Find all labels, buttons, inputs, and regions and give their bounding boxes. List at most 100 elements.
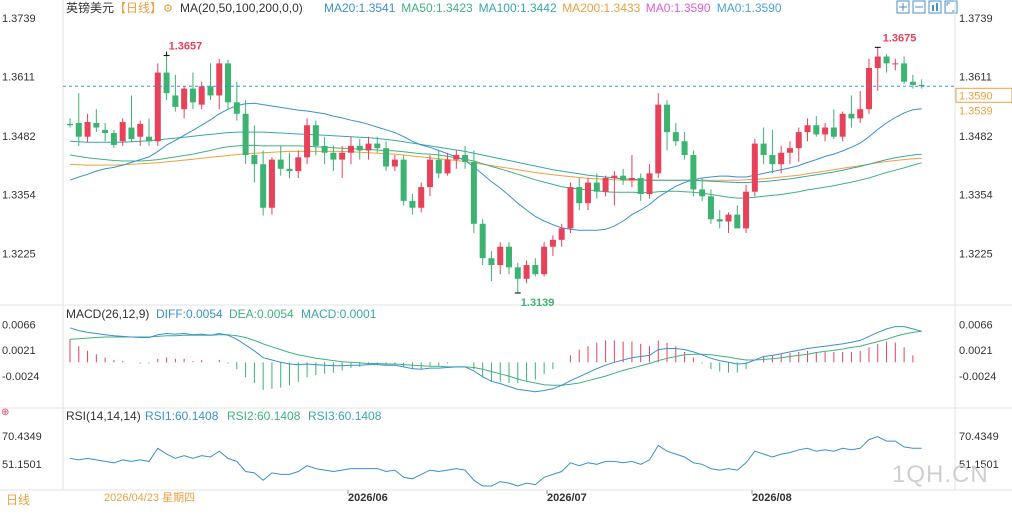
candle	[409, 194, 416, 215]
candle-body	[743, 191, 750, 229]
candle-body	[909, 81, 916, 85]
rsi-header: RSI(14,14,14) RSI1:60.1408 RSI2:60.1408 …	[66, 409, 382, 423]
candle-body	[892, 63, 899, 65]
candle-body	[198, 86, 205, 105]
candle-body	[664, 104, 671, 133]
candle	[716, 210, 723, 229]
price-tick: 1.3482	[959, 131, 993, 143]
candle-body	[839, 113, 846, 137]
price-tick-left: 1.3611	[2, 72, 35, 84]
candle	[225, 59, 232, 110]
candle	[418, 182, 425, 213]
macd-title: MACD(26,12,9)	[66, 307, 149, 321]
candle	[699, 177, 706, 201]
candle	[786, 141, 793, 165]
candle-body	[75, 122, 82, 137]
candle	[909, 74, 916, 89]
candle	[795, 127, 802, 162]
candle	[242, 100, 249, 165]
candle-body	[901, 63, 908, 82]
candle-body	[251, 155, 258, 165]
ma-value-3: MA200:1.3433	[562, 1, 640, 15]
ma50-line	[69, 144, 922, 199]
candle	[277, 145, 284, 176]
time-axis: 日线 2026/04/23 星期四 2026/06 2026/07 2026/08	[0, 490, 792, 509]
period-tab[interactable]	[0, 491, 60, 509]
candle-body	[347, 145, 354, 153]
candle	[760, 127, 767, 165]
zoom-in-icon[interactable]	[896, 0, 910, 14]
candle-body	[128, 127, 135, 139]
price-tick-left: 1.3354	[2, 189, 36, 201]
candle	[901, 56, 908, 84]
candle	[67, 118, 73, 128]
candle	[110, 129, 117, 149]
watermark: 1QH.CN	[892, 461, 989, 488]
rsi-line	[69, 436, 922, 487]
period-tab-label[interactable]: 日线	[6, 493, 30, 507]
candle	[444, 152, 451, 176]
candle-body	[628, 177, 635, 181]
candle-body	[137, 123, 144, 137]
candle-body	[857, 109, 864, 119]
candle	[628, 155, 635, 188]
candle	[365, 136, 372, 160]
annotations: 1.3657 1.3675 1.3139	[163, 32, 916, 309]
price-tick-left: 1.3225	[2, 249, 36, 261]
symbol-label: 英镑美元	[66, 0, 114, 15]
zoom-out-icon[interactable]	[912, 0, 926, 14]
candle	[251, 125, 258, 183]
ma-title: MA(20,50,100,200,0,0)	[180, 1, 303, 15]
candle	[830, 109, 837, 139]
candle-body	[804, 125, 811, 133]
candle-body	[681, 141, 688, 156]
candle-body	[312, 125, 319, 146]
candle-body	[558, 228, 565, 240]
candle-body	[786, 148, 793, 153]
macd-tick-left: -0.0024	[2, 371, 39, 383]
rsi-tick-left: 70.4349	[2, 431, 42, 443]
candle	[778, 145, 785, 174]
candle-body	[830, 127, 837, 137]
candle-body	[225, 63, 232, 103]
candle-body	[233, 102, 240, 114]
candle	[664, 100, 671, 151]
candle-body	[690, 155, 697, 190]
crosshair-icon: ⊕	[1, 407, 9, 418]
period-label[interactable]: 【日线】	[114, 1, 162, 15]
macd-tick: 0.0066	[959, 319, 993, 331]
candle	[497, 242, 504, 275]
low-label: 1.3139	[521, 297, 555, 309]
candle	[137, 120, 144, 146]
ma20-axis-label: 1.3539	[959, 106, 993, 118]
candle-body	[207, 86, 214, 96]
ma-value-0: MA20:1.3541	[324, 1, 396, 15]
candle-body	[321, 145, 328, 153]
rsi2-label: RSI2:60.1408	[227, 409, 301, 423]
candle	[426, 155, 433, 197]
candle	[655, 93, 662, 178]
candle	[743, 184, 750, 233]
settings-icon[interactable]: ⚙	[163, 3, 173, 15]
candle	[804, 118, 811, 142]
candle-body	[795, 132, 802, 149]
candle-body	[813, 125, 820, 135]
macd-header: MACD(26,12,9) DIFF:0.0054 DEA:0.0054 MAC…	[66, 307, 377, 321]
candle	[488, 251, 495, 282]
candle-body	[304, 125, 311, 158]
candle-body	[655, 104, 662, 174]
candle-body	[593, 182, 600, 192]
candle	[233, 81, 240, 121]
candle-body	[119, 122, 126, 142]
candle-body	[725, 214, 732, 222]
candle	[514, 262, 521, 293]
candle	[602, 175, 609, 197]
candle-body	[365, 143, 372, 151]
candle-body	[874, 56, 881, 68]
candle-body	[383, 148, 390, 167]
candle	[918, 79, 925, 89]
candle	[558, 223, 565, 247]
date-label: 2026/04/23 星期四	[104, 491, 195, 504]
candle	[356, 139, 363, 160]
chart-mode-icon[interactable]	[928, 0, 942, 14]
